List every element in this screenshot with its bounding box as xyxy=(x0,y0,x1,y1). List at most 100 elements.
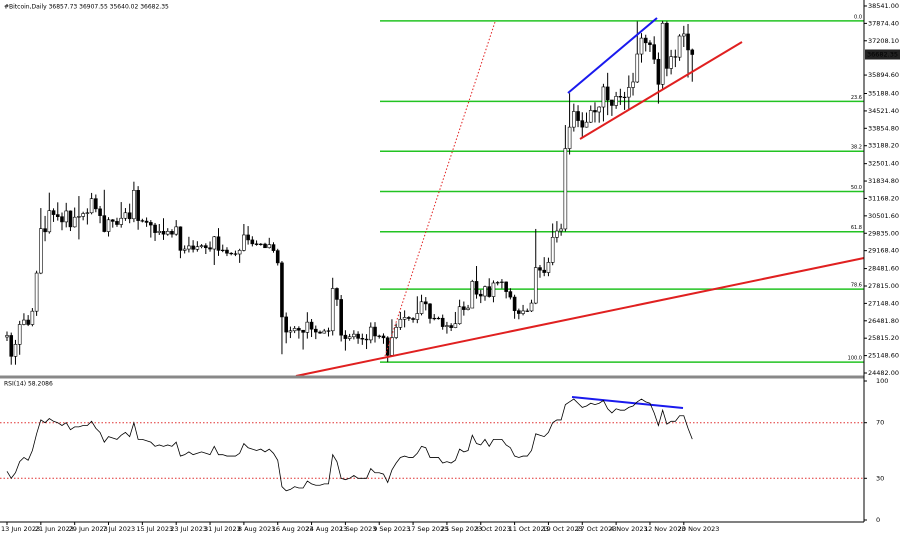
y-tick-label: 38541.00 xyxy=(868,2,899,10)
x-tick-label: 19 Oct 2023 xyxy=(542,525,582,533)
fib-label: 50.0 xyxy=(851,185,862,191)
candle-body xyxy=(483,286,487,297)
candle-body xyxy=(656,58,661,85)
candle-body xyxy=(161,230,166,235)
fib-label: 61.8 xyxy=(851,225,862,231)
candle-body xyxy=(309,321,314,330)
y-tick-label: 31168.20 xyxy=(868,194,899,202)
y-tick-label: 25815.20 xyxy=(868,334,899,342)
candle-body xyxy=(356,333,360,339)
candle-body xyxy=(428,303,432,319)
candle-body xyxy=(525,310,530,312)
candle-body xyxy=(364,338,369,341)
candle-body xyxy=(681,33,686,37)
candle-body xyxy=(280,262,284,318)
fib-label: 23.6 xyxy=(851,95,862,101)
candle-body xyxy=(373,326,377,337)
candle-body xyxy=(330,288,335,332)
candle-body xyxy=(60,216,64,223)
candle-body xyxy=(335,288,339,300)
candle-body xyxy=(508,291,513,298)
candle-body xyxy=(68,210,73,228)
candle-body xyxy=(301,329,305,333)
candle-body xyxy=(478,293,483,297)
candle-body xyxy=(220,249,225,251)
x-tick-label: 27 Oct 2023 xyxy=(576,525,616,533)
candle-body xyxy=(225,249,229,254)
candle-body xyxy=(212,236,217,250)
y-tick-label: 32501.40 xyxy=(868,160,899,168)
candle-body xyxy=(246,234,250,241)
fib-label: 38.2 xyxy=(851,145,862,151)
candle-body xyxy=(445,325,449,327)
candle-body xyxy=(102,215,107,232)
candle-body xyxy=(26,319,30,325)
candle-body xyxy=(643,37,648,44)
x-tick-label: 12 Nov 2023 xyxy=(644,525,686,533)
candle-body xyxy=(352,333,356,338)
candle-body xyxy=(593,110,597,113)
candle-body xyxy=(17,324,22,345)
y-tick-label: 25148.60 xyxy=(868,352,899,360)
candle-body xyxy=(546,262,551,273)
candle-body xyxy=(677,35,682,58)
x-tick-label: 20 Nov 2023 xyxy=(678,525,720,533)
y-tick-label: 37874.40 xyxy=(868,19,899,27)
trendline xyxy=(567,17,658,94)
candle-body xyxy=(390,337,394,356)
candle-body xyxy=(30,310,35,325)
candle-body xyxy=(432,317,437,320)
candle-body xyxy=(555,230,559,238)
trendlines xyxy=(295,17,865,409)
candle-body xyxy=(491,282,496,297)
candle-body xyxy=(191,245,195,250)
y-tick-label: 37208.10 xyxy=(868,37,899,45)
y-tick-label: 34521.40 xyxy=(868,107,899,115)
candle-body xyxy=(690,49,695,55)
candle-body xyxy=(402,317,407,320)
candle-body xyxy=(339,299,343,336)
candle-body xyxy=(368,326,373,341)
y-tick-label: 24482.00 xyxy=(868,369,899,377)
candle-body xyxy=(580,120,585,128)
candle-body xyxy=(182,248,187,251)
candle-body xyxy=(631,81,635,88)
x-tick-label: 11 Oct 2023 xyxy=(509,525,549,533)
candle-body xyxy=(106,219,111,232)
candle-body xyxy=(567,126,572,149)
candle-body xyxy=(521,310,525,314)
candle-body xyxy=(98,208,102,216)
rsi-y-tick-label: 100 xyxy=(876,377,888,385)
candle-body xyxy=(394,327,398,338)
fib-label: 100.0 xyxy=(848,356,862,362)
candle-body xyxy=(242,234,246,251)
candle-body xyxy=(284,316,288,333)
candle-body xyxy=(415,313,420,320)
candle-body xyxy=(627,87,631,98)
candle-body xyxy=(618,96,623,98)
candle-body xyxy=(115,221,119,225)
candle-body xyxy=(157,230,162,233)
candle-body xyxy=(686,33,690,51)
candle-body xyxy=(648,42,652,45)
candle-body xyxy=(542,269,547,273)
candle-body xyxy=(381,335,386,339)
candle-body xyxy=(440,317,445,327)
x-tick-label: 15 Jul 2023 xyxy=(136,525,173,533)
candle-body xyxy=(305,321,310,333)
candle-body xyxy=(474,281,479,295)
candle-body xyxy=(652,44,656,60)
candle-body xyxy=(110,219,115,222)
candle-body xyxy=(635,53,640,83)
candle-body xyxy=(22,319,26,325)
trendline xyxy=(295,257,865,377)
candle-body xyxy=(423,301,428,305)
x-tick-label: 23 Jul 2023 xyxy=(170,525,207,533)
candle-body xyxy=(187,245,191,250)
candle-body xyxy=(669,56,673,69)
candle-body xyxy=(77,216,81,218)
candle-body xyxy=(195,246,200,250)
x-tick-label: 17 Sep 2023 xyxy=(407,525,448,533)
candle-body xyxy=(250,239,255,245)
